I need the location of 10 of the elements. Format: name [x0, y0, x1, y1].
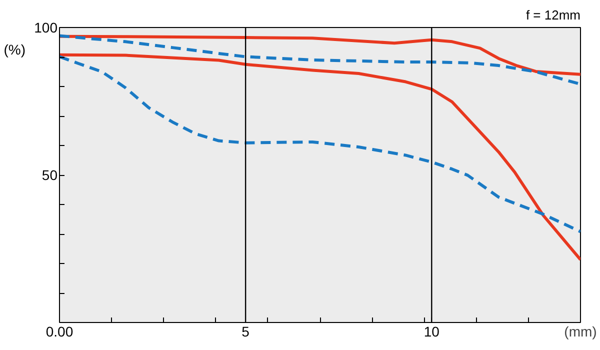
y-tick-label: 100	[34, 20, 58, 36]
line-series	[60, 34, 580, 76]
x-axis-title: (mm)	[564, 324, 597, 340]
x-tick-label: 5	[242, 324, 250, 340]
x-tick-label: 0.00	[46, 324, 74, 340]
chart-title: f = 12mm	[526, 8, 580, 22]
line-series	[60, 34, 580, 86]
x-tick-label: 10	[424, 324, 440, 340]
y-axis-title: (%)	[4, 42, 26, 58]
y-tick-label: 50	[42, 167, 58, 183]
